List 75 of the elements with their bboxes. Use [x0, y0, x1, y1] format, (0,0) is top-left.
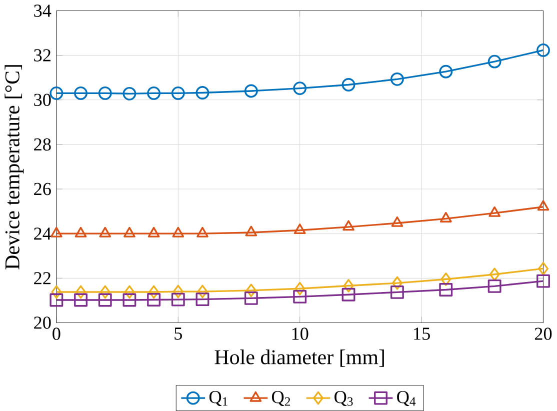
- point: [488, 206, 500, 217]
- point: [246, 284, 256, 298]
- point: [147, 293, 161, 306]
- point: [124, 285, 135, 299]
- point: [51, 285, 62, 299]
- x-tick-label: 20: [534, 328, 552, 340]
- point: [536, 274, 550, 288]
- point: [122, 293, 136, 307]
- point: [489, 268, 500, 282]
- point: [98, 86, 112, 100]
- y-tick-label: 20: [34, 316, 51, 329]
- point: [390, 72, 404, 86]
- point: [50, 86, 64, 100]
- point: [171, 86, 185, 100]
- point: [488, 279, 502, 293]
- x-tick-label: 10: [292, 328, 308, 340]
- point: [122, 86, 136, 100]
- point: [100, 285, 110, 299]
- point: [98, 293, 112, 307]
- point: [172, 226, 184, 238]
- point: [342, 220, 354, 231]
- point: [147, 86, 161, 100]
- y-axis-title: Device temperature [°C]: [4, 65, 24, 270]
- y-tick-label: 34: [34, 4, 52, 17]
- point: [74, 86, 88, 100]
- x-tick-label: 0: [52, 328, 60, 340]
- point: [197, 284, 208, 298]
- point: [342, 78, 356, 92]
- y-tick-label: 22: [34, 272, 50, 284]
- point: [50, 226, 62, 238]
- point: [488, 54, 502, 68]
- point: [440, 212, 452, 222]
- legend-label: Q$_{3}$: [334, 390, 353, 406]
- y-tick-label: 28: [34, 138, 51, 151]
- point: [99, 226, 112, 238]
- x-axis-title: Hole diameter [mm]: [214, 350, 384, 367]
- legend-label: Q$_{1}$: [209, 390, 228, 406]
- point: [390, 285, 404, 299]
- point: [536, 43, 550, 57]
- x-tick-label: 15: [414, 328, 430, 340]
- point: [294, 282, 306, 296]
- point: [439, 283, 453, 296]
- y-tick-label: 24: [34, 228, 52, 240]
- point: [196, 86, 210, 100]
- point: [196, 292, 210, 306]
- y-tick-label: 32: [34, 49, 50, 62]
- point: [148, 285, 160, 299]
- point: [244, 291, 258, 305]
- point: [244, 84, 258, 98]
- point: [293, 82, 307, 96]
- y-tick-label: 26: [34, 182, 51, 196]
- point: [391, 216, 404, 227]
- point: [439, 64, 453, 78]
- point: [294, 224, 306, 234]
- y-tick-label: 30: [34, 94, 51, 106]
- point: [172, 284, 184, 298]
- point: [343, 279, 354, 292]
- legend-label: Q$_{2}$: [272, 390, 290, 406]
- point: [74, 293, 88, 307]
- point: [440, 272, 452, 286]
- point: [196, 226, 208, 238]
- point: [392, 276, 402, 290]
- point: [293, 290, 307, 304]
- point: [124, 226, 136, 238]
- point: [148, 226, 160, 238]
- point: [245, 226, 258, 236]
- point: [76, 285, 86, 299]
- point: [50, 293, 64, 307]
- legend-label: Q$_{4}$: [397, 390, 416, 406]
- point: [74, 226, 87, 238]
- x-tick-label: 5: [174, 328, 182, 340]
- point: [171, 292, 185, 306]
- point: [342, 288, 356, 302]
- point: [537, 200, 550, 211]
- point: [538, 262, 548, 276]
